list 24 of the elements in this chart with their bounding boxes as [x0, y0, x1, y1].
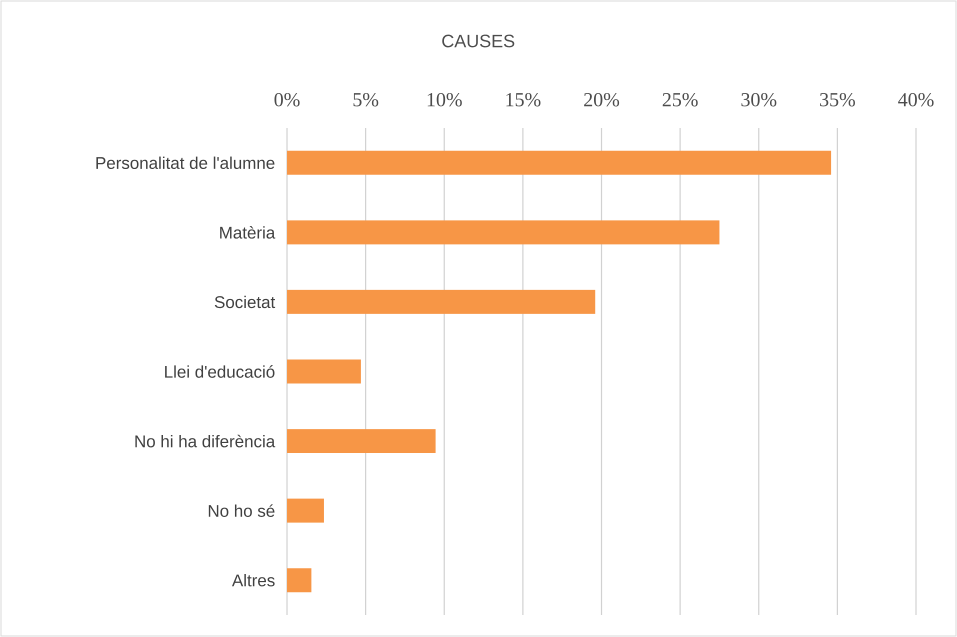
x-tick-label: 5%	[354, 92, 378, 106]
y-tick-label: Matèria	[220, 226, 276, 239]
x-tick-label: 35%	[820, 92, 855, 106]
x-tick-label: 25%	[662, 92, 698, 106]
x-tick-label: 20%	[584, 92, 620, 106]
y-tick-label: Societat	[214, 296, 276, 308]
bar	[287, 359, 361, 384]
x-tick-label: 10%	[428, 92, 462, 106]
bar	[287, 429, 436, 454]
bar	[287, 290, 596, 314]
x-tick-label: 0%	[274, 92, 300, 106]
x-tick-label: 30%	[741, 92, 776, 106]
chart-title: CAUSES	[442, 34, 514, 48]
y-tick-label: No ho sé	[208, 504, 274, 517]
bar	[287, 150, 832, 175]
bar	[287, 220, 720, 244]
x-tick-label: 40%	[898, 92, 934, 106]
bar	[287, 498, 324, 523]
y-tick-label: Llei d'educació	[165, 365, 274, 378]
x-tick-label: 15%	[506, 92, 540, 106]
y-tick-label: Altres	[232, 574, 275, 586]
bar	[287, 568, 312, 592]
y-tick-label: Personalitat de l'alumne	[96, 156, 274, 169]
y-tick-label: No hi ha diferència	[135, 434, 276, 448]
